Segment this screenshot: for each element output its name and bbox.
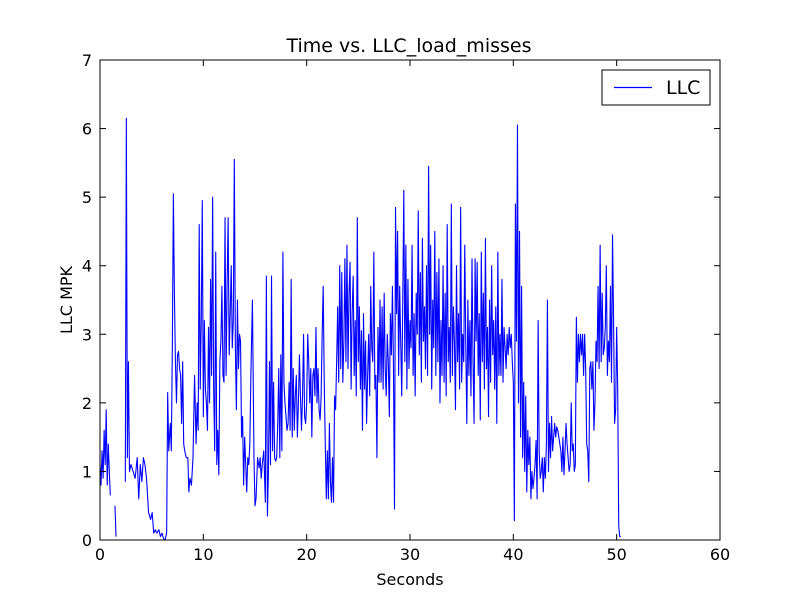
- x-axis: 0 10 20 30 40 50 60: [95, 60, 730, 564]
- y-tick-label: 4: [82, 257, 92, 276]
- y-tick-label: 2: [82, 394, 92, 413]
- x-tick-label: 0: [95, 545, 105, 564]
- x-tick-label: 30: [400, 545, 420, 564]
- x-tick-label: 10: [193, 545, 213, 564]
- y-tick-label: 6: [82, 120, 92, 139]
- series-line-llc-segment-2: [114, 505, 117, 537]
- x-axis-label: Seconds: [376, 570, 443, 589]
- series-line-llc-segment-3: [124, 117, 621, 541]
- chart-title: Time vs. LLC_load_misses: [286, 35, 532, 57]
- legend: LLC: [601, 69, 711, 106]
- y-tick-label: 7: [82, 51, 92, 70]
- x-tick-label: 20: [296, 545, 316, 564]
- y-tick-label: 0: [82, 531, 92, 550]
- series-layer: [99, 117, 621, 541]
- plot-frame: [99, 59, 721, 541]
- y-axis-label: LLC MPK: [57, 265, 76, 334]
- legend-label-llc: LLC: [666, 77, 700, 99]
- x-tick-label: 50: [606, 545, 626, 564]
- x-tick-label: 40: [503, 545, 523, 564]
- y-tick-label: 3: [82, 325, 92, 344]
- x-tick-label: 60: [710, 545, 730, 564]
- y-axis: 0 1 2 3 4 5 6 7: [82, 51, 720, 550]
- y-tick-label: 1: [82, 462, 92, 481]
- y-tick-label: 5: [82, 188, 92, 207]
- series-line-llc-segment-1: [99, 409, 111, 496]
